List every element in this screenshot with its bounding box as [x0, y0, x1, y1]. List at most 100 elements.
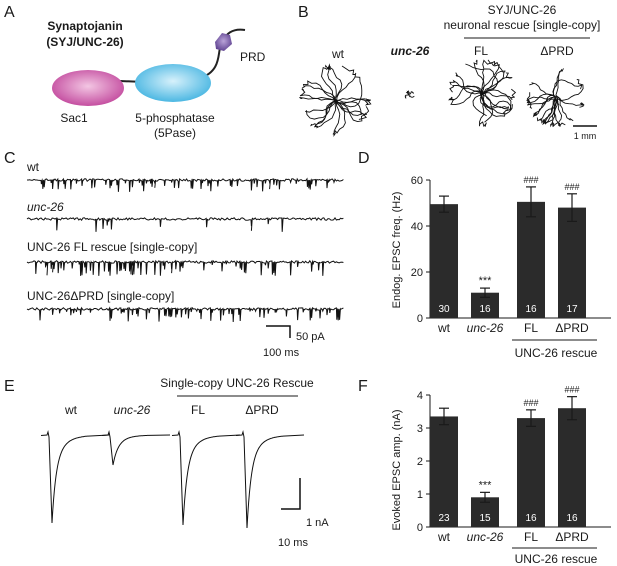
chart-d-significance: ### — [564, 182, 579, 192]
worm-track-path — [529, 82, 557, 99]
worm-track-path — [305, 99, 337, 113]
worm-track-path — [335, 65, 357, 102]
prd-domain — [215, 33, 232, 51]
worm-track-path — [449, 84, 484, 94]
chart-d-n-label: 16 — [525, 304, 537, 315]
worm-track-path — [333, 101, 341, 137]
track-dprd — [526, 68, 585, 128]
track-fl — [447, 59, 517, 127]
chart-f-group-label: UNC-26 rescue — [515, 552, 598, 566]
worm-track-path — [481, 72, 513, 95]
evoked-label-wt: wt — [64, 403, 78, 417]
chart-f-ytick-label: 0 — [417, 522, 423, 534]
phosphatase-label: 5-phosphatase — [135, 111, 215, 125]
worm-track-path — [480, 92, 494, 123]
chart-f-bar — [430, 416, 458, 527]
chart-d-ylabel: Endog. EPSC freq. (Hz) — [391, 192, 403, 309]
epsc-trace-fl — [26, 259, 344, 276]
track-label-fl: FL — [474, 44, 488, 58]
evoked-trace-unc26 — [101, 430, 171, 466]
panel-letter-a: A — [4, 4, 15, 21]
worm-track-path — [332, 98, 346, 135]
trace-label-unc26: unc-26 — [27, 200, 64, 214]
chart-f-bar — [517, 418, 545, 527]
chart-f-ylabel: Evoked EPSC amp. (nA) — [391, 409, 403, 530]
chart-f-n-label: 15 — [479, 513, 491, 524]
evoked-trace-wt — [40, 430, 110, 524]
chart-f-bars: 23 15 *** 16 ### 16 ### — [430, 385, 586, 527]
evoked-header: Single-copy UNC-26 Rescue — [160, 376, 314, 390]
track-scale-label: 1 mm — [574, 131, 597, 141]
worm-track-path — [316, 100, 337, 129]
panel-d: D Endog. EPSC freq. (Hz) 0 20 40 60 30 16 ***… — [358, 150, 611, 360]
protein-title-line2: (SYJ/UNC-26) — [46, 35, 123, 49]
panel-letter-d: D — [358, 150, 370, 167]
panel-letter-e: E — [4, 378, 15, 395]
chart-d-xlabel-dprd: ΔPRD — [555, 321, 589, 335]
evoked-label-fl: FL — [191, 403, 205, 417]
chart-f-n-label: 23 — [438, 513, 450, 524]
track-label-unc26: unc-26 — [391, 44, 430, 58]
chart-d-bar — [430, 204, 458, 318]
prd-label: PRD — [240, 50, 266, 64]
chart-f-xlabel-fl: FL — [524, 530, 538, 544]
chart-f-xlabel-wt: wt — [437, 530, 451, 544]
worm-track-path — [552, 79, 583, 99]
evoked-label-dprd: ΔPRD — [245, 403, 279, 417]
worm-track-path — [541, 98, 559, 126]
chart-d-ytick-label: 0 — [417, 313, 423, 325]
worm-track-path — [333, 76, 363, 108]
chart-f-n-label: 16 — [566, 513, 578, 524]
trace-scale-bar — [266, 325, 291, 338]
chart-f-ytick-label: 3 — [417, 423, 423, 435]
worm-track-path — [526, 92, 555, 106]
chart-f-xlabel-dprd: ΔPRD — [555, 530, 589, 544]
protein-title-line1: Synaptojanin — [47, 19, 122, 33]
trace-label-dprd: UNC-26ΔPRD [single-copy] — [27, 289, 174, 303]
evoked-label-unc26: unc-26 — [114, 403, 151, 417]
worm-track-path — [409, 91, 414, 95]
evoked-trace-dprd — [235, 430, 305, 529]
chart-f-ytick-label: 1 — [417, 489, 423, 501]
rescue-header-line2: neuronal rescue [single-copy] — [444, 18, 601, 32]
chart-d-ytick-label: 60 — [411, 175, 423, 187]
worm-track-path — [405, 91, 411, 98]
chart-d-xlabel-fl: FL — [524, 321, 538, 335]
panel-letter-b: B — [298, 4, 309, 21]
chart-d-n-label: 16 — [479, 304, 491, 315]
worm-track-path — [481, 88, 517, 100]
track-label-dprd: ΔPRD — [540, 44, 574, 58]
chart-d-bar — [517, 201, 545, 318]
epsc-trace-unc26 — [26, 216, 344, 232]
phosphatase-abbr-label: (5Pase) — [154, 126, 196, 140]
epsc-trace-dprd — [26, 306, 344, 323]
worm-track-path — [553, 98, 566, 127]
chart-d-n-label: 30 — [438, 304, 450, 315]
worm-track-path — [472, 94, 487, 117]
panel-e: E Single-copy UNC-26 Rescue wt unc-26 FL… — [4, 376, 329, 549]
worm-track-path — [334, 97, 372, 106]
worm-track-path — [404, 94, 409, 99]
phosphatase-domain — [135, 64, 211, 102]
evoked-scale-x-label: 10 ms — [278, 537, 308, 549]
chart-d-xlabel-wt: wt — [437, 321, 451, 335]
evoked-trace-fl — [171, 430, 241, 526]
chart-f-significance: *** — [479, 479, 493, 491]
worm-track-path — [299, 88, 335, 101]
chart-d-ytick-label: 40 — [411, 221, 423, 233]
track-unc26 — [404, 89, 415, 99]
panel-letter-f: F — [358, 378, 368, 395]
worm-track-path — [555, 68, 564, 99]
sac1-domain — [52, 70, 124, 106]
worm-track-path — [556, 96, 585, 108]
trace-scale-y-label: 50 pA — [296, 331, 325, 343]
chart-d-bar — [558, 207, 586, 318]
chart-d-group-label: UNC-26 rescue — [515, 346, 598, 360]
panel-b: B SYJ/UNC-26 neuronal rescue [single-cop… — [298, 3, 600, 141]
worm-track-path — [326, 63, 343, 101]
worm-track-path — [333, 98, 368, 120]
evoked-scale-bar — [281, 478, 301, 510]
chart-f-ytick-label: 4 — [417, 390, 423, 402]
